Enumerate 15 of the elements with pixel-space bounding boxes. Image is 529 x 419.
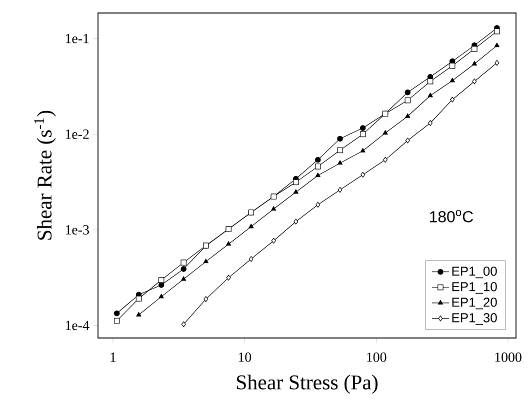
x-tick-label: 10	[238, 352, 252, 362]
legend-title: 180$^{o}$C	[430, 210, 474, 222]
legend-label: EP1_30	[452, 313, 497, 325]
x-tick-label: 100	[367, 352, 386, 362]
x-axis-title: Shear Stress (Pa)	[236, 374, 378, 394]
x-tick-label: 1	[110, 352, 116, 362]
y-tick-label: 1e-4	[66, 320, 90, 330]
legend-label: EP1_00	[452, 266, 497, 278]
x-tick-label: 1000	[495, 352, 522, 362]
legend-label: EP1_20	[452, 298, 497, 310]
y-axis-title: Shear Rate (s$^{-1}$)	[34, 110, 56, 240]
y-tick-label: 1e-3	[66, 225, 89, 235]
y-tick-label: 1e-2	[66, 130, 89, 139]
legend-label: EP1_10	[452, 282, 497, 294]
y-tick-label: 1e-1	[66, 34, 89, 44]
